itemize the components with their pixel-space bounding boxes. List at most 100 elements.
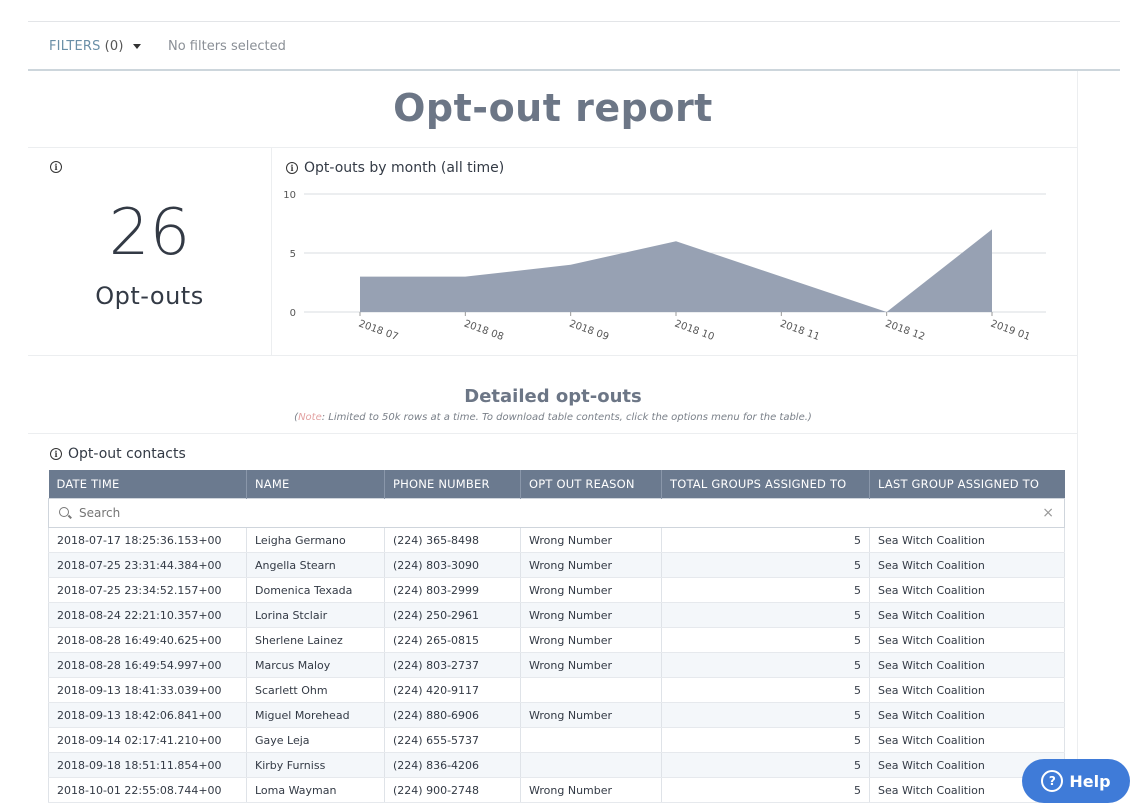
table-row[interactable]: 2018-07-25 23:34:52.157+00 Domenica Texad…	[48, 577, 1065, 603]
table-cell: Marcus Maloy	[246, 652, 385, 678]
table-row[interactable]: 2018-10-01 22:55:08.744+00 Loma Wayman (22…	[48, 777, 1065, 803]
table-cell: (224) 365-8498	[384, 527, 521, 553]
table-cell: Wrong Number	[520, 577, 662, 603]
search-row: ×	[48, 498, 1065, 528]
content-right-border	[1077, 71, 1078, 794]
column-header[interactable]: OPT OUT REASON	[520, 470, 662, 499]
chart-header: i Opt-outs by month (all time)	[286, 160, 504, 176]
table-cell: 2018-10-01 22:55:08.744+00	[48, 777, 247, 803]
table-row[interactable]: 2018-07-17 18:25:36.153+00 Leigha Germano…	[48, 527, 1065, 553]
x-tick-label: 2018 11	[778, 318, 821, 342]
chart-panel: 0 5 10 2018 07 2018 08 2018 09 2018 10 2018 11 2…	[272, 148, 1077, 355]
table-cell: Sea Witch Coalition	[869, 602, 1065, 628]
opt-out-table: DATE TIME NAME PHONE NUMBER OPT OUT REASON T…	[48, 470, 1065, 803]
section-divider	[28, 147, 1077, 148]
close-icon[interactable]: ×	[1042, 505, 1054, 521]
x-tick-label: 2018 09	[568, 318, 611, 342]
table-cell: 2018-07-17 18:25:36.153+00	[48, 527, 247, 553]
table-cell: 2018-08-24 22:21:10.357+00	[48, 602, 247, 628]
x-tick-label: 2018 12	[884, 318, 927, 342]
x-tick-label: 2018 10	[673, 318, 716, 342]
table-cell: 2018-08-28 16:49:54.997+00	[48, 652, 247, 678]
table-cell: 5	[661, 702, 870, 728]
x-tick-label: 2018 07	[357, 318, 400, 342]
table-cell: 2018-09-18 18:51:11.854+00	[48, 752, 247, 778]
y-tick-label: 0	[290, 308, 296, 319]
y-tick-label: 10	[283, 190, 296, 201]
table-cell: Sea Witch Coalition	[869, 527, 1065, 553]
note-prefix: (	[294, 412, 299, 423]
area-series[interactable]	[360, 229, 992, 312]
table-cell: Miguel Morehead	[246, 702, 385, 728]
table-row[interactable]: 2018-09-13 18:41:33.039+00 Scarlett Ohm (2…	[48, 677, 1065, 703]
table-cell: Lorina Stclair	[246, 602, 385, 628]
table-cell: (224) 655-5737	[384, 727, 521, 753]
table-cell: 5	[661, 677, 870, 703]
table-cell: Wrong Number	[520, 627, 662, 653]
table-row[interactable]: 2018-08-28 16:49:40.625+00 Sherlene Laine…	[48, 627, 1065, 653]
table-cell: Loma Wayman	[246, 777, 385, 803]
table-cell: Wrong Number	[520, 702, 662, 728]
table-cell: 2018-08-28 16:49:40.625+00	[48, 627, 247, 653]
table-cell: (224) 803-2737	[384, 652, 521, 678]
help-icon: ?	[1041, 770, 1064, 792]
info-icon[interactable]: i	[50, 161, 62, 173]
table-cell: (224) 900-2748	[384, 777, 521, 803]
note-text: : Limited to 50k rows at a time. To down…	[321, 412, 812, 423]
table-cell	[520, 752, 662, 778]
table-cell: Sea Witch Coalition	[869, 627, 1065, 653]
table-cell: Sea Witch Coalition	[869, 702, 1065, 728]
detail-note: (Note: Limited to 50k rows at a time. To…	[28, 412, 1078, 423]
search-input[interactable]	[49, 499, 1041, 527]
table-cell: Wrong Number	[520, 552, 662, 578]
table-row[interactable]: 2018-09-13 18:42:06.841+00 Miguel Morehea…	[48, 702, 1065, 728]
table-cell: 2018-09-13 18:42:06.841+00	[48, 702, 247, 728]
table-cell: 2018-09-13 18:41:33.039+00	[48, 677, 247, 703]
table-cell: 5	[661, 602, 870, 628]
contacts-header: i Opt-out contacts	[50, 446, 186, 462]
top-divider	[28, 21, 1120, 22]
section-divider	[28, 433, 1077, 434]
filters-count: (0)	[104, 39, 124, 54]
table-cell: Sea Witch Coalition	[869, 577, 1065, 603]
info-icon[interactable]: i	[286, 162, 298, 174]
contacts-title: Opt-out contacts	[68, 446, 186, 462]
table-row[interactable]: 2018-09-18 18:51:11.854+00 Kirby Furniss(…	[48, 752, 1065, 778]
note-word: Note	[298, 412, 322, 423]
help-button[interactable]: ? Help	[1022, 759, 1130, 803]
table-cell: (224) 803-2999	[384, 577, 521, 603]
filters-label: FILTERS	[49, 39, 101, 54]
info-icon[interactable]: i	[50, 448, 62, 460]
column-header[interactable]: NAME	[246, 470, 385, 499]
table-cell: 5	[661, 727, 870, 753]
table-row[interactable]: 2018-07-25 23:31:44.384+00 Angella Stearn…	[48, 552, 1065, 578]
table-cell: 5	[661, 552, 870, 578]
table-row[interactable]: 2018-08-28 16:49:54.997+00 Marcus Maloy (2…	[48, 652, 1065, 678]
detail-title: Detailed opt-outs	[464, 386, 642, 407]
table-cell: 2018-07-25 23:31:44.384+00	[48, 552, 247, 578]
column-header[interactable]: TOTAL GROUPS ASSIGNED TO	[661, 470, 870, 499]
table-cell	[520, 727, 662, 753]
table-cell: Leigha Germano	[246, 527, 385, 553]
table-row[interactable]: 2018-09-14 02:17:41.210+00 Gaye Leja (224)…	[48, 727, 1065, 753]
chart-title: Opt-outs by month (all time)	[304, 160, 505, 176]
column-header[interactable]: PHONE NUMBER	[384, 470, 521, 499]
column-header[interactable]: LAST GROUP ASSIGNED TO	[869, 470, 1065, 499]
table-row[interactable]: 2018-08-24 22:21:10.357+00 Lorina Stclair…	[48, 602, 1065, 628]
table-cell: 5	[661, 752, 870, 778]
help-label: Help	[1069, 771, 1111, 791]
kpi-panel: i 26 Opt-outs	[28, 148, 272, 355]
y-tick-label: 5	[290, 249, 296, 260]
table-cell: (224) 265-0815	[384, 627, 521, 653]
table-cell: Angella Stearn	[246, 552, 385, 578]
table-cell: 5	[661, 527, 870, 553]
filters-dropdown-button[interactable]: FILTERS (0)	[49, 39, 141, 54]
column-header[interactable]: DATE TIME	[48, 470, 247, 499]
section-divider	[28, 355, 1077, 356]
table-cell: Wrong Number	[520, 527, 662, 553]
table-cell: Sea Witch Coalition	[869, 552, 1065, 578]
table-cell: Wrong Number	[520, 777, 662, 803]
x-tick-label: 2018 08	[462, 318, 505, 342]
search-icon	[59, 507, 69, 517]
table-cell: Scarlett Ohm	[246, 677, 385, 703]
